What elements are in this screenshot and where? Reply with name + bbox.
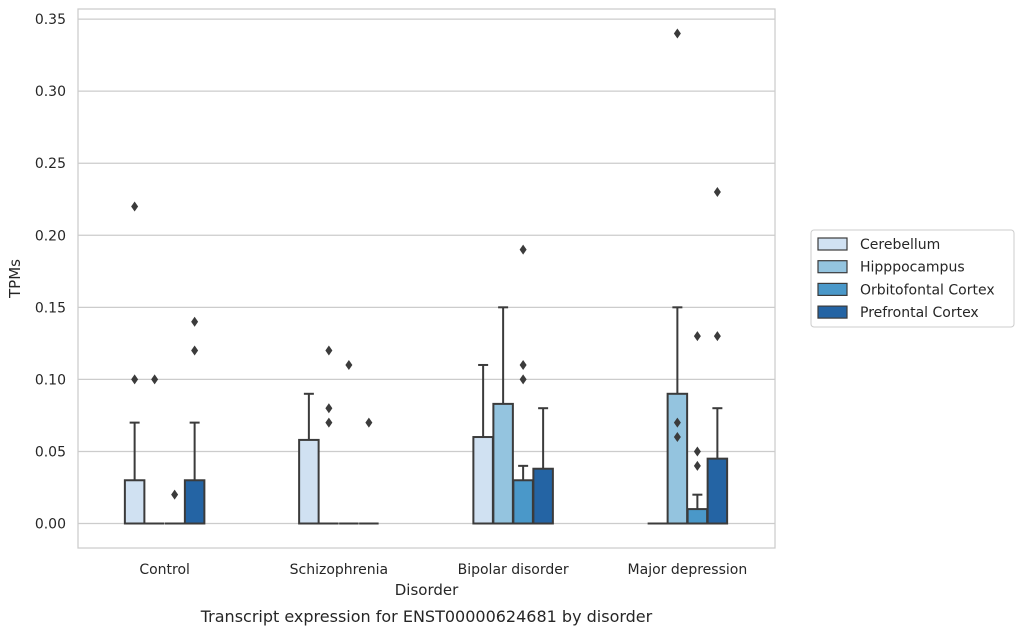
outlier-point [171,489,179,500]
y-tick-label: 0.00 [35,517,66,533]
legend-item: Cerebellum [817,237,940,253]
y-tick-label: 0.15 [35,300,66,316]
y-axis-label: TPMs [6,259,24,299]
x-axis-label: Disorder [395,581,459,599]
x-tick-label: Major depression [628,562,748,578]
outlier-point [191,316,199,327]
outlier-point [325,417,333,428]
outlier-point [713,187,721,198]
outlier-point [151,374,159,385]
legend-items: Cerebellum Hipppocampus Orbitofontal Corte… [817,237,995,321]
legend-swatch [817,260,848,274]
legend-label: Cerebellum [860,237,940,253]
box-body [298,438,320,525]
box-body [512,479,534,525]
box-hipppocampus [492,306,514,525]
outlier-point [673,432,681,443]
legend-label: Orbitofontal Cortex [860,282,995,298]
legend: Cerebellum Hipppocampus Orbitofontal Corte… [810,229,1015,328]
outlier-point [713,331,721,342]
box-body [492,402,514,525]
y-tick-label: 0.20 [35,228,66,244]
y-tick-label: 0.05 [35,444,66,460]
outlier-point [693,460,701,471]
box-orbitofontal-cortex [512,464,534,525]
boxes [123,306,729,525]
legend-swatch [817,237,848,251]
outlier-point [365,417,373,428]
y-tick-label: 0.25 [35,156,66,172]
box-prefrontal-cortex [183,421,206,525]
box-body [123,479,146,525]
outlier-point [345,359,353,370]
box-prefrontal-cortex [706,407,729,525]
box-cerebellum [123,421,146,525]
y-tick-label: 0.10 [35,372,66,388]
outlier-point [519,359,527,370]
outlier-point [693,446,701,457]
box-cerebellum [472,363,494,525]
x-tick-label: Control [139,562,190,578]
box-body [532,467,554,525]
y-tick-label: 0.30 [35,84,66,100]
outlier-point [325,345,333,356]
box-body [686,508,709,525]
legend-label: Prefrontal Cortex [860,305,979,321]
legend-frame [810,229,1015,328]
outlier-point [191,345,199,356]
legend-item: Hipppocampus [817,260,965,276]
legend-swatch [817,305,848,319]
legend-item: Orbitofontal Cortex [817,282,995,298]
x-tick-label: Schizophrenia [290,562,388,578]
y-tick-label: 0.35 [35,12,66,28]
outlier-point [673,417,681,428]
outlier-point [131,374,139,385]
x-axis-ticks: Control Schizophrenia Bipolar disorder Majo… [139,562,747,578]
chart-caption: Transcript expression for ENST0000062468… [200,607,653,626]
outlier-point [519,374,527,385]
legend-label: Hipppocampus [860,260,965,276]
y-axis-ticks: 0.00 0.05 0.10 0.15 0.20 0.25 0.30 0.35 [35,12,66,532]
legend-item: Prefrontal Cortex [817,305,979,321]
outlier-point [673,28,681,39]
outlier-point [131,201,139,212]
outlier-point [519,244,527,255]
box-hipppocampus [666,306,689,525]
outlier-point [693,331,701,342]
box-body [472,436,494,525]
box-body [706,457,729,525]
legend-swatch [817,282,848,296]
box-cerebellum [298,392,320,525]
outlier-points [131,28,721,500]
box-body [183,479,206,525]
box-prefrontal-cortex [532,407,554,525]
box-orbitofontal-cortex [686,493,709,525]
plot-area-frame [77,8,776,549]
x-tick-label: Bipolar disorder [458,562,569,578]
outlier-point [325,403,333,414]
box-body [666,392,689,525]
